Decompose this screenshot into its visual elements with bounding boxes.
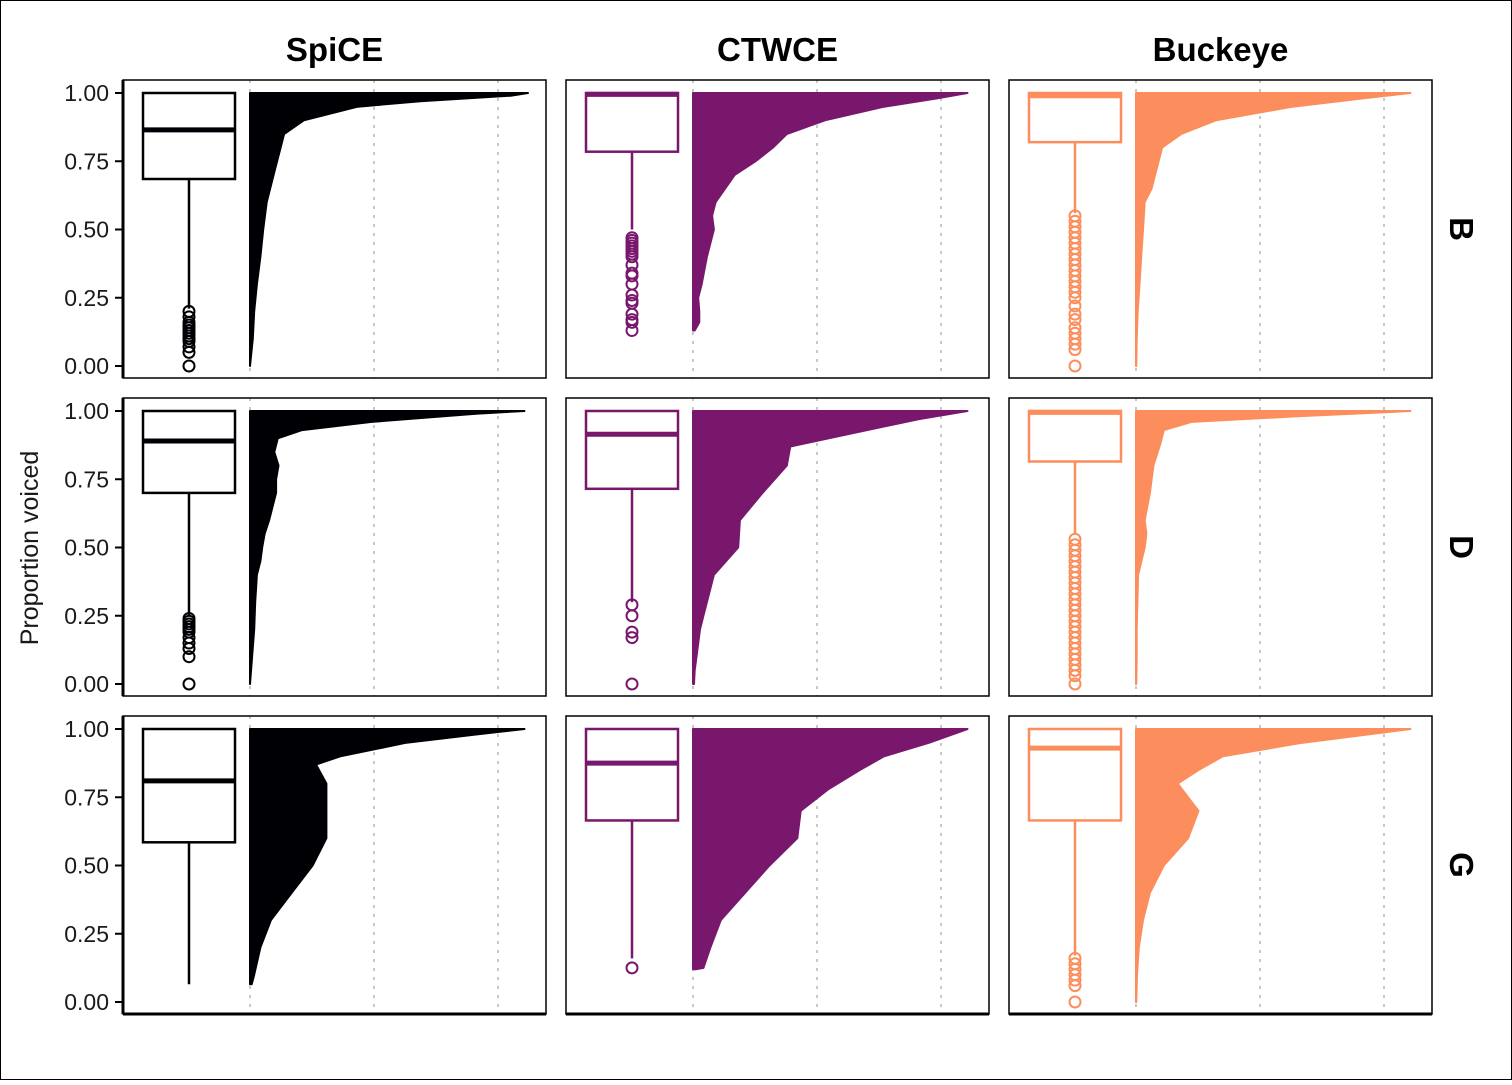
panel-spice-b: 0.00 0.25 0.50 0.75 1.00 <box>64 79 547 379</box>
y-tick-label: 0.25 <box>64 285 109 311</box>
facets: SpiCE CTWCE Buckeye B D G 0.00 0.25 0.50 0.75 1.00… <box>64 31 1480 1016</box>
box-outlier <box>182 359 196 373</box>
panel-ctwce-d <box>565 397 990 697</box>
violin <box>692 728 969 971</box>
box-iqr <box>141 727 237 844</box>
box-iqr <box>1027 91 1123 144</box>
box-outlier <box>1068 995 1082 1009</box>
box-outlier <box>182 642 196 656</box>
box-iqr <box>141 409 237 495</box>
box-outlier <box>1068 337 1082 351</box>
box-outlier <box>1068 291 1082 305</box>
row-label-b: B <box>1443 217 1480 241</box>
y-tick-label: 0.00 <box>64 671 109 697</box>
box-outlier <box>1068 677 1082 691</box>
box-outlier <box>625 609 639 623</box>
box-iqr <box>1027 727 1123 822</box>
box-iqr <box>584 91 680 153</box>
panel-spice-d: 0.00 0.25 0.50 0.75 1.00 <box>64 397 547 697</box>
box-outlier <box>1068 285 1082 299</box>
row-label-d: D <box>1443 535 1480 559</box>
box-outlier <box>1068 313 1082 327</box>
panel-buckeye-b <box>1008 79 1433 379</box>
y-tick-label: 0.50 <box>64 853 109 879</box>
box-outlier <box>625 250 639 264</box>
column-label-spice: SpiCE <box>286 31 383 68</box>
panel-border <box>1008 397 1433 697</box>
box-outlier <box>625 625 639 639</box>
y-tick-label: 0.75 <box>64 466 109 492</box>
box-outlier <box>1068 307 1082 321</box>
box-outlier <box>182 650 196 664</box>
panel-border <box>565 397 990 697</box>
box-outlier <box>625 288 639 302</box>
box-outlier <box>625 269 639 283</box>
box-iqr <box>584 409 680 491</box>
panel-ctwce-b <box>565 79 990 379</box>
y-tick-label: 0.75 <box>64 148 109 174</box>
box-outlier <box>625 961 639 975</box>
y-tick-label: 0.25 <box>64 603 109 629</box>
box-outlier <box>625 324 639 338</box>
y-tick-label: 1.00 <box>64 80 109 106</box>
violin <box>249 410 526 685</box>
box-outlier <box>182 677 196 691</box>
y-axis-label: Proportion voiced <box>16 451 44 646</box>
y-tick-label: 0.75 <box>64 784 109 810</box>
box-outlier <box>1068 669 1082 683</box>
column-label-buckeye: Buckeye <box>1153 31 1289 68</box>
box-outlier <box>1068 973 1082 987</box>
panel-spice-g: 0.00 0.25 0.50 0.75 1.00 <box>64 715 547 1016</box>
y-tick-label: 1.00 <box>64 398 109 424</box>
violin <box>1135 410 1412 685</box>
panel-buckeye-d <box>1008 397 1433 697</box>
box-outlier <box>182 636 196 650</box>
panel-border <box>565 79 990 379</box>
box-outlier <box>1068 343 1082 357</box>
box-outlier <box>625 631 639 645</box>
violin <box>692 410 969 685</box>
panel-buckeye-g <box>1008 715 1433 1016</box>
y-tick-label: 0.50 <box>64 535 109 561</box>
violin <box>249 92 529 367</box>
violin <box>1135 92 1412 367</box>
violin <box>249 728 526 986</box>
y-tick-label: 0.25 <box>64 921 109 947</box>
box-outlier <box>625 315 639 329</box>
panel-ctwce-g <box>565 715 990 1016</box>
box-iqr <box>584 727 680 822</box>
y-tick-label: 0.00 <box>64 353 109 379</box>
box-iqr <box>1027 409 1123 463</box>
box-outlier <box>182 340 196 354</box>
box-outlier <box>1068 979 1082 993</box>
y-tick-label: 0.00 <box>64 989 109 1015</box>
box-outlier <box>625 677 639 691</box>
y-tick-label: 1.00 <box>64 716 109 742</box>
box-outlier <box>1068 359 1082 373</box>
box-iqr <box>141 91 237 181</box>
y-tick-label: 0.50 <box>64 217 109 243</box>
violin <box>692 92 969 332</box>
box-outlier <box>1068 299 1082 313</box>
box-outlier <box>182 345 196 359</box>
box-outlier <box>1068 663 1082 677</box>
violin <box>1135 728 1412 1003</box>
box-outlier <box>625 307 639 321</box>
column-label-ctwce: CTWCE <box>717 31 838 68</box>
row-label-g: G <box>1443 852 1480 878</box>
panel-border <box>1008 79 1433 379</box>
